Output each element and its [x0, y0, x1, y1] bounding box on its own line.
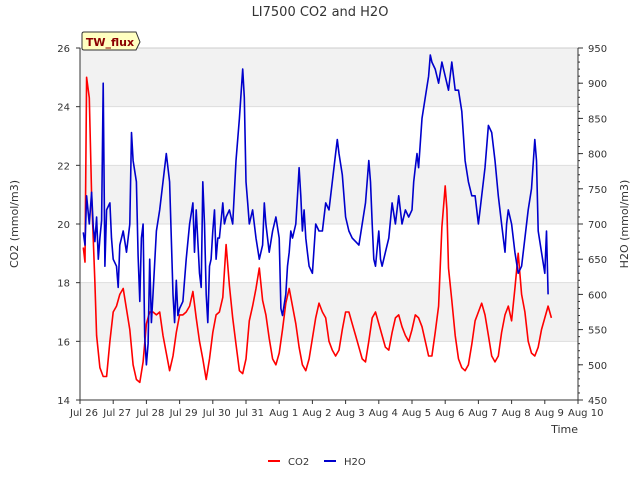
- right-tick-label: 700: [588, 220, 607, 231]
- x-axis-label: Time: [550, 423, 578, 436]
- plot-bands: [80, 48, 578, 341]
- x-tick-label: Jul 29: [169, 408, 198, 419]
- legend: CO2 H2O: [268, 457, 366, 468]
- x-tick-label: Aug 9: [535, 408, 564, 419]
- x-tick-label: Aug 2: [302, 408, 331, 419]
- right-tick-label: 500: [588, 361, 607, 372]
- right-tick-label: 850: [588, 114, 607, 125]
- chart-title: LI7500 CO2 and H2O: [252, 5, 389, 20]
- right-tick-label: 750: [588, 185, 607, 196]
- x-axis: Jul 26 Jul 27 Jul 28 Jul 29 Jul 30 Jul 31 Aug …: [69, 400, 603, 419]
- right-tick-label: 550: [588, 326, 607, 337]
- y-axis-right-label: H2O (mmol/m3): [618, 180, 631, 269]
- right-axis: 450 500 550 600 650 700 750 800 850 900 950: [578, 44, 607, 407]
- plot-band: [80, 283, 578, 342]
- plot-band: [80, 48, 578, 107]
- x-tick-label: Jul 27: [102, 408, 131, 419]
- left-tick-label: 14: [57, 396, 70, 407]
- x-tick-label: Aug 5: [402, 408, 431, 419]
- left-tick-label: 18: [57, 279, 70, 290]
- right-tick-label: 450: [588, 396, 607, 407]
- x-tick-label: Jul 28: [135, 408, 164, 419]
- x-tick-label: Jul 30: [202, 408, 231, 419]
- x-tick-label: Aug 10: [568, 408, 603, 419]
- x-tick-label: Aug 4: [369, 408, 398, 419]
- y-axis-left-label: CO2 (mmol/m3): [8, 180, 21, 268]
- right-tick-label: 900: [588, 79, 607, 90]
- right-tick-label: 800: [588, 150, 607, 161]
- right-tick-label: 600: [588, 290, 607, 301]
- chart: LI7500 CO2 and H2O 14 16 18 20 22 24 26 450 500…: [0, 0, 640, 480]
- legend-label-co2: CO2: [288, 457, 309, 468]
- x-tick-label: Aug 6: [435, 408, 464, 419]
- left-tick-label: 22: [57, 161, 70, 172]
- left-tick-label: 16: [57, 337, 70, 348]
- badge-label: TW_flux: [86, 36, 134, 49]
- right-tick-label: 950: [588, 44, 607, 55]
- left-tick-label: 26: [57, 44, 70, 55]
- left-tick-label: 20: [57, 220, 70, 231]
- right-tick-label: 650: [588, 255, 607, 266]
- x-tick-label: Aug 3: [336, 408, 365, 419]
- x-tick-label: Jul 26: [69, 408, 98, 419]
- x-tick-label: Aug 8: [502, 408, 531, 419]
- left-axis: 14 16 18 20 22 24 26: [57, 44, 80, 407]
- x-tick-label: Aug 7: [468, 408, 497, 419]
- x-tick-label: Aug 1: [269, 408, 298, 419]
- plot-band: [80, 165, 578, 224]
- badge: TW_flux: [82, 32, 140, 50]
- x-tick-label: Jul 31: [235, 408, 264, 419]
- left-tick-label: 24: [57, 103, 70, 114]
- legend-label-h2o: H2O: [344, 457, 366, 468]
